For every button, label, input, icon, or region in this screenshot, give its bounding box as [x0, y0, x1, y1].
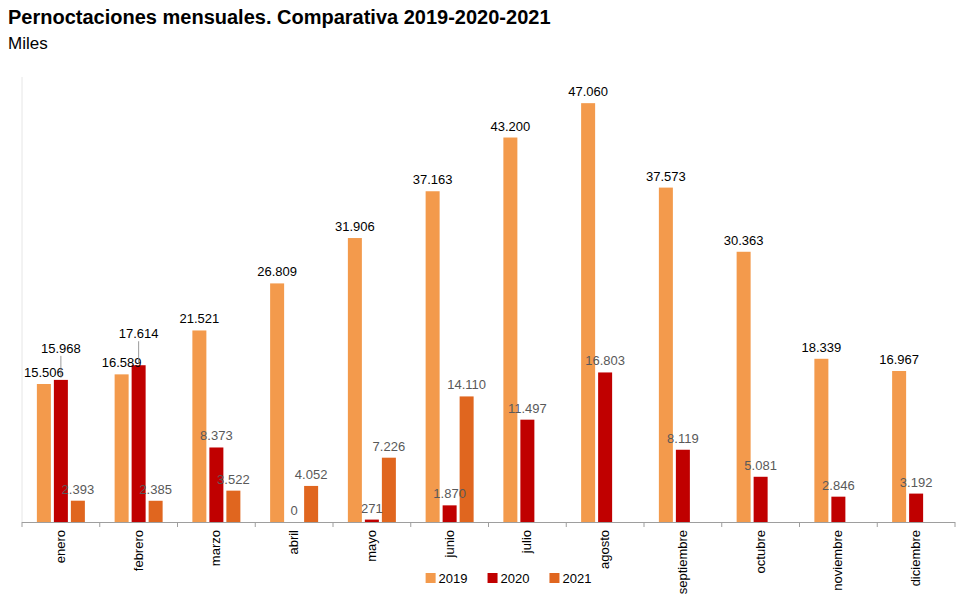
legend-swatch: [426, 573, 436, 583]
bar: [676, 450, 690, 522]
data-label: 271: [361, 501, 383, 516]
data-label: 18.339: [801, 340, 841, 355]
data-label: 26.809: [257, 264, 297, 279]
x-tick: [255, 522, 256, 527]
data-label: 21.521: [179, 311, 219, 326]
data-label: 37.573: [646, 169, 686, 184]
label-leader: [60, 356, 61, 378]
bar: [503, 138, 517, 522]
bar: [598, 372, 612, 522]
x-tick: [177, 522, 178, 527]
data-label: 16.803: [585, 353, 625, 368]
legend-swatch: [549, 573, 559, 583]
data-label: 5.081: [744, 458, 777, 473]
bar: [149, 501, 163, 522]
bar: [460, 396, 474, 522]
y-axis-line: [22, 77, 23, 522]
data-label: 30.363: [724, 233, 764, 248]
data-label: 7.226: [373, 439, 406, 454]
bar: [365, 520, 379, 522]
data-label: 17.614: [119, 326, 159, 341]
x-tick-label: noviembre: [830, 530, 845, 591]
data-label: 16.967: [879, 352, 919, 367]
data-label: 0: [291, 503, 298, 518]
data-label: 15.506: [24, 365, 64, 380]
data-label: 2.385: [139, 482, 172, 497]
x-tick: [333, 522, 334, 527]
bar: [426, 191, 440, 522]
bar: [831, 497, 845, 522]
bar: [71, 501, 85, 522]
bar: [37, 384, 51, 522]
x-tick: [955, 522, 956, 527]
bar: [348, 238, 362, 522]
bar: [115, 374, 129, 522]
x-tick: [566, 522, 567, 527]
bar: [54, 380, 68, 522]
bar: [270, 283, 284, 522]
bar: [520, 420, 534, 522]
x-tick: [799, 522, 800, 527]
x-tick-label: octubre: [753, 530, 768, 573]
chart: Pernoctaciones mensuales. Comparativa 20…: [0, 0, 979, 615]
x-tick-label: septiembre: [675, 530, 690, 594]
bar: [737, 252, 751, 522]
x-tick: [877, 522, 878, 527]
x-tick-label: diciembre: [908, 530, 923, 586]
x-tick: [99, 522, 100, 527]
x-tick-label: julio: [519, 530, 534, 554]
bar: [132, 365, 146, 522]
data-label: 4.052: [295, 467, 328, 482]
bar: [754, 477, 768, 522]
bar: [382, 458, 396, 522]
legend-swatch: [488, 573, 498, 583]
bar: [581, 103, 595, 522]
legend-label: 2021: [562, 571, 591, 586]
legend: 2019 2020 2021: [426, 571, 592, 586]
x-tick-label: enero: [53, 530, 68, 563]
x-tick-label: marzo: [208, 530, 223, 566]
x-tick-label: junio: [442, 530, 457, 558]
title: Pernoctaciones mensuales. Comparativa 20…: [8, 6, 551, 28]
legend-label: 2020: [501, 571, 530, 586]
data-label: 16.589: [102, 355, 142, 370]
x-tick: [488, 522, 489, 527]
label-leader: [138, 341, 139, 363]
data-label: 47.060: [568, 84, 608, 99]
subtitle: Miles: [8, 34, 48, 53]
data-label: 3.522: [217, 472, 250, 487]
data-label: 8.373: [200, 428, 233, 443]
data-label: 43.200: [490, 119, 530, 134]
bar: [892, 371, 906, 522]
data-label: 1.870: [433, 486, 466, 501]
x-tick-label: agosto: [597, 530, 612, 569]
x-tick: [22, 522, 23, 527]
bar: [659, 188, 673, 522]
data-label: 15.968: [41, 341, 81, 356]
bars: [37, 103, 923, 522]
bar: [287, 522, 301, 523]
bar: [226, 491, 240, 522]
data-label: 31.906: [335, 219, 375, 234]
data-label: 2.393: [62, 482, 95, 497]
x-tick: [721, 522, 722, 527]
data-label: 2.846: [822, 478, 855, 493]
data-label: 37.163: [413, 172, 453, 187]
data-label: 8.119: [667, 431, 699, 446]
bar: [304, 486, 318, 522]
legend-label: 2019: [439, 571, 468, 586]
bar: [909, 494, 923, 522]
data-label: 3.192: [900, 475, 933, 490]
data-labels: 15.506 15.968 2.393 16.589 17.614 2.385 21.521…: [24, 84, 932, 518]
x-tick-label: abril: [286, 530, 301, 555]
data-label: 14.110: [447, 377, 486, 392]
bar: [814, 359, 828, 522]
x-tick: [644, 522, 645, 527]
x-tick: [410, 522, 411, 527]
bar: [192, 330, 206, 522]
bar: [443, 505, 457, 522]
x-tick-label: mayo: [364, 530, 379, 562]
data-label: 11.497: [508, 401, 547, 416]
x-tick-label: febrero: [131, 530, 146, 571]
